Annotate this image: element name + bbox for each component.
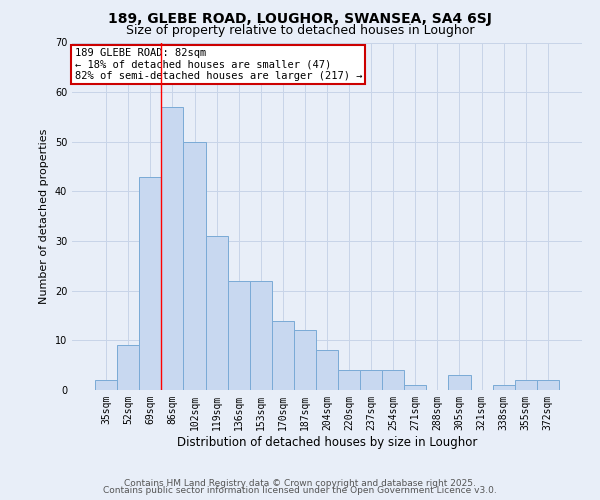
Bar <box>448 375 470 390</box>
Bar <box>515 380 537 390</box>
Bar <box>161 107 184 390</box>
Text: Contains public sector information licensed under the Open Government Licence v3: Contains public sector information licen… <box>103 486 497 495</box>
Bar <box>227 281 250 390</box>
Bar <box>206 236 227 390</box>
Bar <box>382 370 404 390</box>
Text: 189, GLEBE ROAD, LOUGHOR, SWANSEA, SA4 6SJ: 189, GLEBE ROAD, LOUGHOR, SWANSEA, SA4 6… <box>108 12 492 26</box>
Text: Contains HM Land Registry data © Crown copyright and database right 2025.: Contains HM Land Registry data © Crown c… <box>124 478 476 488</box>
Bar <box>537 380 559 390</box>
Bar <box>250 281 272 390</box>
Bar <box>404 385 427 390</box>
Bar <box>184 142 206 390</box>
Bar <box>272 320 294 390</box>
Bar <box>338 370 360 390</box>
Bar <box>95 380 117 390</box>
Text: 189 GLEBE ROAD: 82sqm
← 18% of detached houses are smaller (47)
82% of semi-deta: 189 GLEBE ROAD: 82sqm ← 18% of detached … <box>74 48 362 81</box>
Bar <box>294 330 316 390</box>
Bar <box>493 385 515 390</box>
Text: Size of property relative to detached houses in Loughor: Size of property relative to detached ho… <box>126 24 474 37</box>
Bar <box>360 370 382 390</box>
X-axis label: Distribution of detached houses by size in Loughor: Distribution of detached houses by size … <box>177 436 477 448</box>
Bar <box>139 176 161 390</box>
Bar <box>117 346 139 390</box>
Bar <box>316 350 338 390</box>
Y-axis label: Number of detached properties: Number of detached properties <box>39 128 49 304</box>
